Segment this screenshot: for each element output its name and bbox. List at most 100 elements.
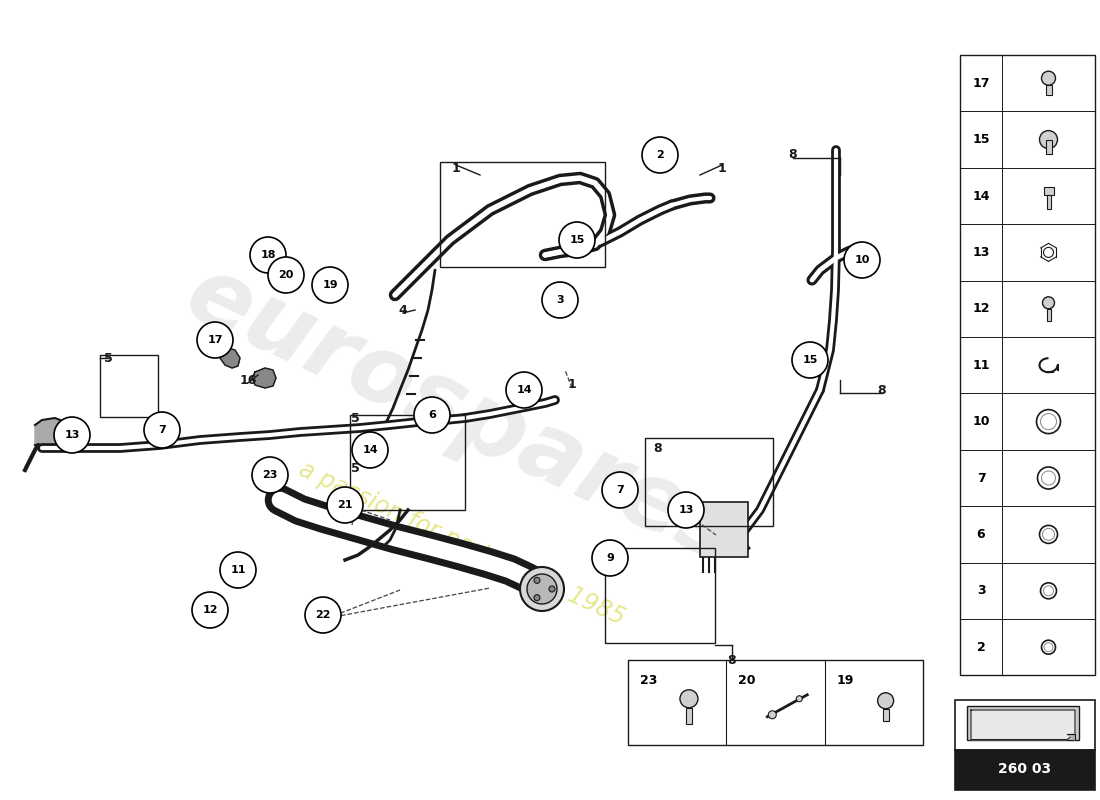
Text: a passion for parts since 1985: a passion for parts since 1985 [295, 458, 629, 630]
Circle shape [534, 578, 540, 583]
Text: 10: 10 [972, 415, 990, 428]
Text: 8: 8 [728, 654, 736, 666]
Circle shape [520, 567, 564, 611]
Text: 23: 23 [640, 674, 658, 687]
Circle shape [220, 552, 256, 588]
Circle shape [506, 372, 542, 408]
Text: 1: 1 [717, 162, 726, 174]
Text: 12: 12 [972, 302, 990, 315]
Text: 1: 1 [568, 378, 576, 391]
Polygon shape [220, 348, 240, 368]
Text: 15: 15 [972, 133, 990, 146]
Text: 14: 14 [362, 445, 377, 455]
Circle shape [592, 540, 628, 576]
Bar [1045, 139, 1052, 154]
Circle shape [352, 432, 388, 468]
Circle shape [312, 267, 348, 303]
Bar [686, 708, 692, 724]
Bar [700, 502, 748, 557]
Text: 6: 6 [428, 410, 436, 420]
Text: 10: 10 [855, 255, 870, 265]
Text: 260 03: 260 03 [999, 762, 1052, 776]
Circle shape [668, 492, 704, 528]
Circle shape [549, 586, 556, 592]
Polygon shape [971, 710, 1075, 739]
Circle shape [796, 696, 802, 702]
Circle shape [559, 222, 595, 258]
Bar [645, 438, 773, 526]
Circle shape [844, 242, 880, 278]
Polygon shape [282, 265, 297, 283]
Text: eurospares: eurospares [172, 248, 752, 584]
Circle shape [327, 487, 363, 523]
Text: 6: 6 [977, 528, 986, 541]
Circle shape [197, 322, 233, 358]
Text: 19: 19 [837, 674, 854, 687]
Bar [882, 709, 889, 721]
Text: 11: 11 [972, 358, 990, 372]
Circle shape [54, 417, 90, 453]
Text: 7: 7 [977, 471, 986, 485]
Bar [440, 162, 605, 267]
Polygon shape [252, 368, 276, 388]
Text: 8: 8 [878, 383, 887, 397]
Text: 13: 13 [64, 430, 79, 440]
Circle shape [602, 472, 638, 508]
Text: 3: 3 [557, 295, 564, 305]
Bar [628, 660, 923, 745]
Circle shape [768, 710, 777, 718]
Circle shape [252, 457, 288, 493]
Circle shape [317, 277, 333, 293]
Text: 8: 8 [653, 442, 662, 454]
Bar [1046, 195, 1050, 209]
Bar [350, 415, 465, 510]
FancyBboxPatch shape [967, 706, 1079, 740]
Text: 3: 3 [977, 584, 986, 598]
Circle shape [542, 282, 578, 318]
Circle shape [878, 693, 893, 709]
Circle shape [792, 342, 828, 378]
Text: 16: 16 [240, 374, 256, 386]
Circle shape [414, 397, 450, 433]
Text: 4: 4 [398, 303, 407, 317]
Bar [100, 355, 158, 417]
Text: 14: 14 [972, 190, 990, 202]
Text: 1: 1 [452, 162, 461, 174]
Text: 5: 5 [351, 411, 360, 425]
Text: 2: 2 [977, 641, 986, 654]
Text: 8: 8 [789, 149, 797, 162]
Bar [955, 750, 1094, 790]
Text: 21: 21 [338, 500, 353, 510]
Circle shape [1042, 71, 1056, 86]
Text: 22: 22 [316, 610, 331, 620]
Circle shape [250, 237, 286, 273]
Circle shape [1043, 297, 1055, 309]
Text: 2: 2 [656, 150, 664, 160]
Text: 5: 5 [351, 462, 360, 474]
Bar [960, 55, 1094, 675]
Circle shape [680, 690, 698, 708]
Polygon shape [1067, 734, 1075, 739]
Circle shape [534, 594, 540, 601]
Text: 12: 12 [202, 605, 218, 615]
Text: 20: 20 [738, 674, 756, 687]
Circle shape [527, 574, 557, 604]
Bar [1044, 187, 1054, 195]
Circle shape [642, 137, 678, 173]
Text: 7: 7 [158, 425, 166, 435]
Text: 13: 13 [972, 246, 990, 259]
Text: 17: 17 [207, 335, 222, 345]
Bar [1046, 309, 1050, 321]
Circle shape [1044, 247, 1054, 258]
Circle shape [192, 592, 228, 628]
Text: 9: 9 [606, 553, 614, 563]
Bar [1045, 86, 1052, 95]
Text: 11: 11 [230, 565, 245, 575]
Text: 13: 13 [679, 505, 694, 515]
Circle shape [144, 412, 180, 448]
Bar [605, 548, 715, 643]
Circle shape [1040, 130, 1057, 149]
Polygon shape [35, 418, 70, 450]
Text: 15: 15 [802, 355, 817, 365]
Text: 20: 20 [278, 270, 294, 280]
